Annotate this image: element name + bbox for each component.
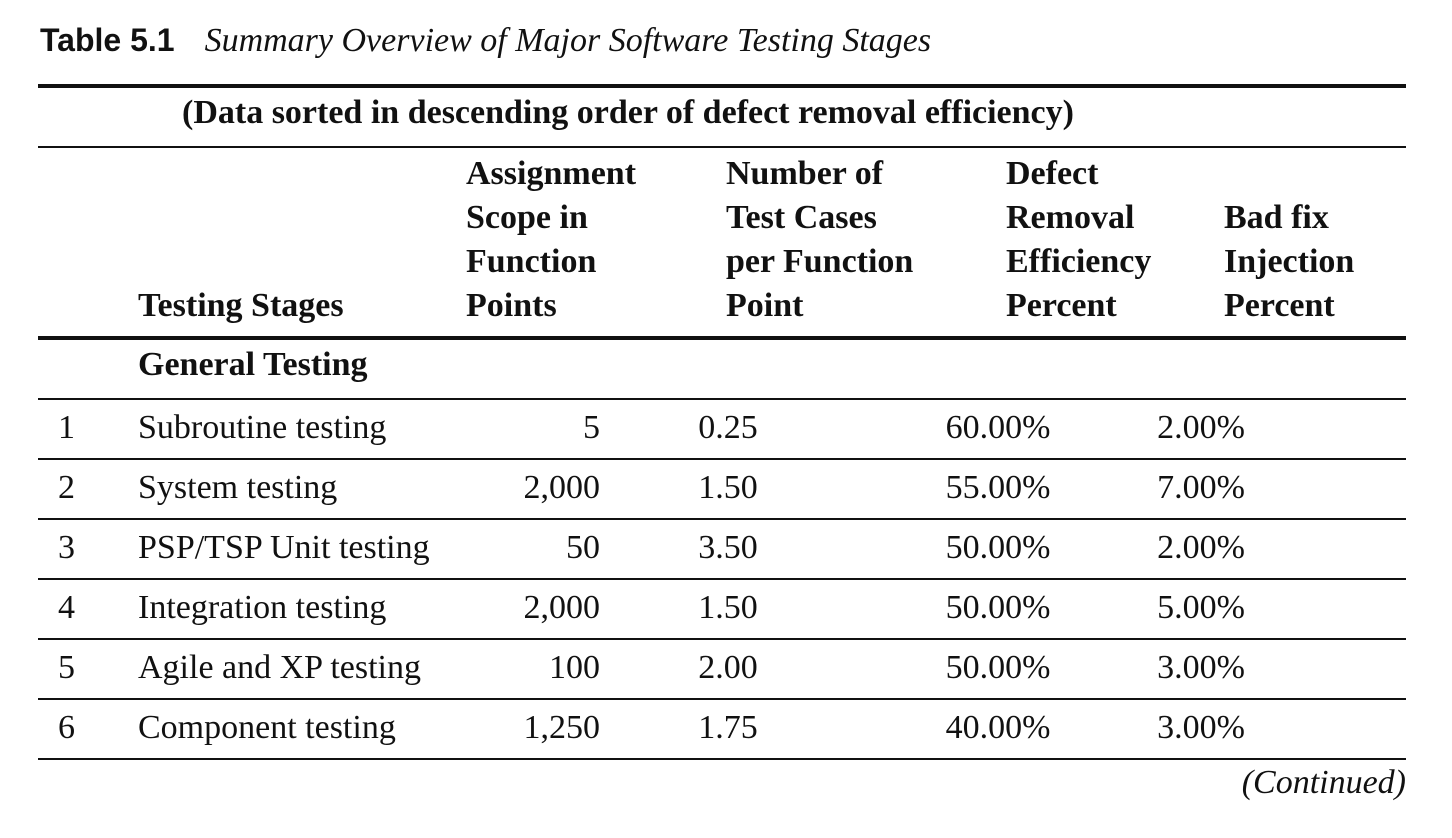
row-divider — [38, 698, 1406, 700]
row-bad-fix: 7.00% — [1157, 469, 1245, 506]
row-divider — [38, 638, 1406, 640]
row-dre: 60.00% — [945, 409, 1051, 446]
row-divider — [38, 518, 1406, 520]
row-number: 2 — [58, 469, 75, 506]
table-subtitle: (Data sorted in descending order of defe… — [182, 94, 1074, 131]
row-number: 5 — [58, 649, 75, 686]
row-bad-fix: 2.00% — [1157, 529, 1245, 566]
section-general-testing: General Testing — [138, 346, 368, 383]
row-test-cases: 1.50 — [698, 469, 758, 506]
row-divider — [38, 578, 1406, 580]
header-test-cases: Number of Test Cases per Function Point — [726, 155, 914, 324]
row-dre: 50.00% — [945, 649, 1051, 686]
row-number: 1 — [58, 409, 75, 446]
section-rule — [38, 398, 1406, 400]
row-stage: System testing — [138, 469, 338, 506]
row-test-cases: 1.50 — [698, 589, 758, 626]
row-stage: PSP/TSP Unit testing — [138, 529, 430, 566]
row-scope: 100 — [549, 649, 600, 686]
row-test-cases: 0.25 — [698, 409, 758, 446]
row-number: 4 — [58, 589, 75, 626]
table-caption: Table 5.1 Summary Overview of Major Soft… — [40, 22, 931, 66]
row-dre: 55.00% — [945, 469, 1051, 506]
subtitle-rule — [38, 146, 1406, 148]
row-stage: Component testing — [138, 709, 396, 746]
table-row: 5 Agile and XP testing 100 2.00 50.00% 3… — [38, 640, 1406, 698]
row-stage: Agile and XP testing — [138, 649, 421, 686]
header-bad-fix: Bad fix Injection Percent — [1224, 199, 1355, 324]
continued-note: (Continued) — [1241, 764, 1406, 801]
row-dre: 50.00% — [945, 529, 1051, 566]
row-test-cases: 1.75 — [698, 709, 758, 746]
row-bad-fix: 3.00% — [1157, 709, 1245, 746]
table-row: 2 System testing 2,000 1.50 55.00% 7.00% — [38, 460, 1406, 518]
header-rule — [38, 336, 1406, 340]
top-rule — [38, 84, 1406, 88]
row-test-cases: 3.50 — [698, 529, 758, 566]
row-scope: 2,000 — [523, 589, 601, 626]
row-dre: 40.00% — [945, 709, 1051, 746]
row-bad-fix: 2.00% — [1157, 409, 1245, 446]
row-test-cases: 2.00 — [698, 649, 758, 686]
table-title: Summary Overview of Major Software Testi… — [204, 22, 932, 59]
row-stage: Subroutine testing — [138, 409, 387, 446]
row-stage: Integration testing — [138, 589, 387, 626]
row-number: 6 — [58, 709, 75, 746]
row-dre: 50.00% — [945, 589, 1051, 626]
table-number: Table 5.1 — [40, 22, 175, 58]
row-bad-fix: 5.00% — [1157, 589, 1245, 626]
row-scope: 2,000 — [523, 469, 601, 506]
bottom-rule — [38, 758, 1406, 760]
header-testing-stages: Testing Stages — [138, 287, 344, 324]
table-row: 1 Subroutine testing 5 0.25 60.00% 2.00% — [38, 400, 1406, 458]
table-row: 3 PSP/TSP Unit testing 50 3.50 50.00% 2.… — [38, 520, 1406, 578]
header-assignment-scope: Assignment Scope in Function Points — [466, 155, 637, 324]
table-row: 4 Integration testing 2,000 1.50 50.00% … — [38, 580, 1406, 638]
row-scope: 50 — [566, 529, 600, 566]
row-number: 3 — [58, 529, 75, 566]
row-scope: 1,250 — [523, 709, 601, 746]
row-bad-fix: 3.00% — [1157, 649, 1245, 686]
row-scope: 5 — [583, 409, 600, 446]
header-defect-removal: Defect Removal Efficiency Percent — [1006, 155, 1152, 324]
row-divider — [38, 458, 1406, 460]
table-row: 6 Component testing 1,250 1.75 40.00% 3.… — [38, 700, 1406, 758]
